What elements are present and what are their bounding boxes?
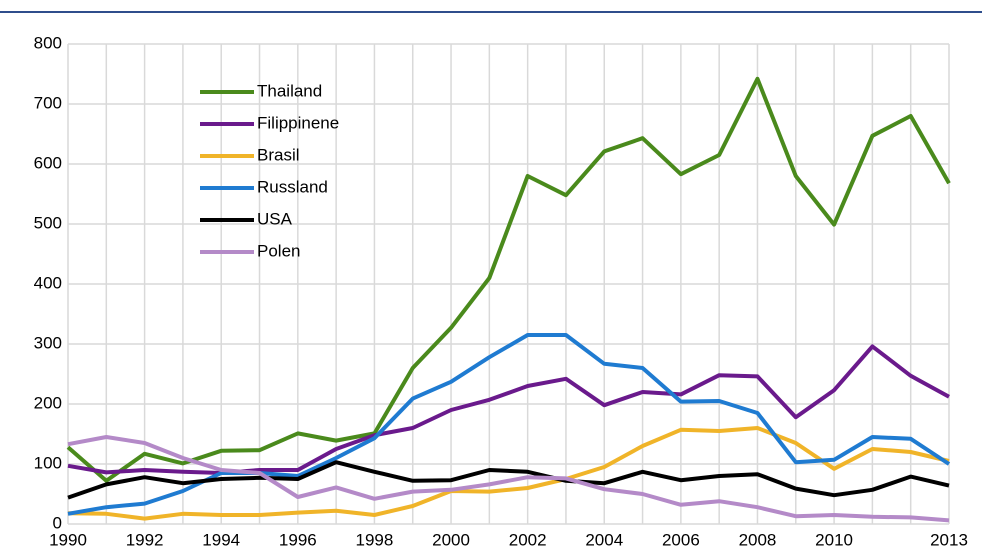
legend-label: Brasil [257, 145, 300, 164]
x-tick-label: 2006 [662, 530, 700, 549]
x-tick-label: 2002 [509, 530, 547, 549]
y-tick-label: 0 [53, 513, 62, 532]
y-tick-label: 100 [34, 453, 62, 472]
legend-label: Filippinene [257, 113, 339, 132]
y-tick-label: 600 [34, 153, 62, 172]
y-tick-label: 300 [34, 333, 62, 352]
x-tick-label: 1990 [49, 530, 87, 549]
x-tick-label: 2010 [815, 530, 853, 549]
x-tick-label: 1992 [126, 530, 164, 549]
series-line [67, 333, 951, 516]
legend-label: Thailand [257, 81, 322, 100]
series-line [66, 76, 951, 483]
x-tick-label: 2000 [432, 530, 470, 549]
legend-label: USA [257, 209, 293, 228]
legend-label: Russland [257, 177, 328, 196]
y-tick-label: 400 [34, 273, 62, 292]
y-tick-label: 700 [34, 93, 62, 112]
x-tick-label: 1998 [356, 530, 394, 549]
x-tick-label: 1996 [279, 530, 317, 549]
x-tick-label: 2013 [930, 530, 968, 549]
legend-label: Polen [257, 241, 300, 260]
series-line [67, 435, 950, 523]
y-tick-label: 200 [34, 393, 62, 412]
x-tick-label: 2004 [585, 530, 623, 549]
series-line [67, 426, 950, 521]
y-tick-label: 800 [34, 33, 62, 52]
y-tick-label: 500 [34, 213, 62, 232]
x-tick-label: 2008 [739, 530, 777, 549]
series-line [67, 344, 950, 475]
series-line [67, 460, 950, 500]
x-tick-label: 1994 [202, 530, 240, 549]
